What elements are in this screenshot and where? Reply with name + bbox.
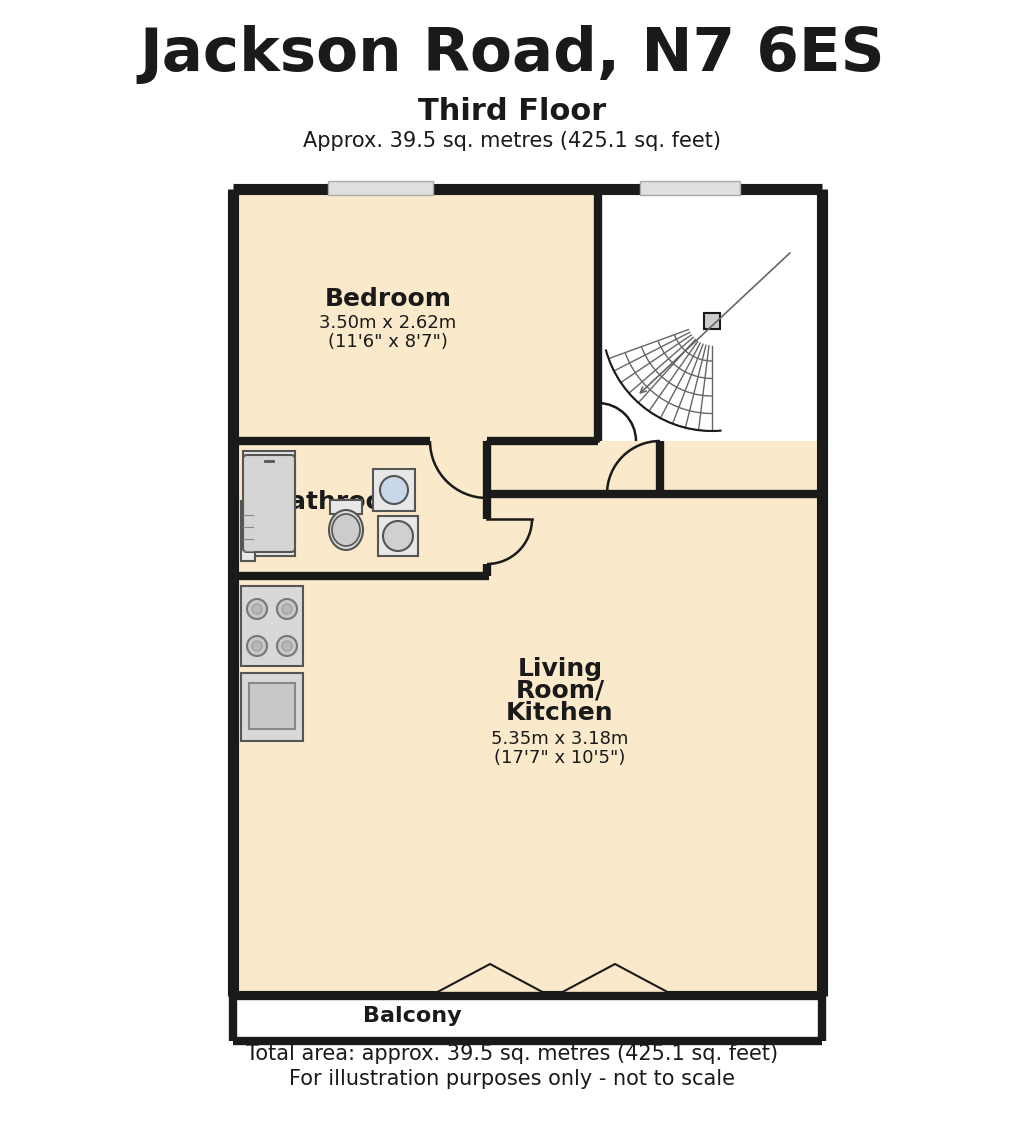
Polygon shape	[430, 964, 550, 996]
Text: 3.50m x 2.62m: 3.50m x 2.62m	[319, 314, 457, 332]
Text: Third Floor: Third Floor	[418, 97, 606, 126]
Bar	[233, 189, 598, 441]
Text: 5.35m x 3.18m: 5.35m x 3.18m	[492, 730, 629, 749]
Text: Approx. 39.5 sq. metres (425.1 sq. feet): Approx. 39.5 sq. metres (425.1 sq. feet)	[303, 131, 721, 151]
Polygon shape	[555, 964, 675, 996]
Text: Kitchen: Kitchen	[506, 701, 613, 725]
Bar	[598, 189, 822, 441]
Bar	[378, 516, 418, 555]
Text: Total area: approx. 39.5 sq. metres (425.1 sq. feet): Total area: approx. 39.5 sq. metres (425…	[246, 1044, 778, 1064]
Bar	[640, 181, 740, 195]
Text: Balcony: Balcony	[362, 1006, 462, 1026]
Bar	[705, 313, 720, 329]
Circle shape	[252, 604, 262, 614]
Bar	[330, 500, 362, 514]
Text: Room/: Room/	[515, 679, 604, 703]
Ellipse shape	[332, 514, 360, 546]
Bar	[233, 576, 822, 996]
Bar	[241, 673, 303, 741]
Text: (11'6" x 8'7"): (11'6" x 8'7")	[328, 333, 447, 351]
Circle shape	[247, 599, 267, 619]
Ellipse shape	[329, 510, 362, 550]
Circle shape	[278, 599, 297, 619]
Text: For illustration purposes only - not to scale: For illustration purposes only - not to …	[289, 1069, 735, 1089]
Text: (17'7" x 10'5"): (17'7" x 10'5")	[495, 749, 626, 767]
Circle shape	[282, 604, 292, 614]
Bar	[243, 450, 295, 555]
Text: Living: Living	[517, 657, 602, 681]
Bar	[241, 586, 303, 666]
Bar	[241, 501, 255, 561]
Circle shape	[252, 641, 262, 651]
Bar	[233, 996, 822, 1041]
Circle shape	[278, 636, 297, 656]
Bar	[373, 469, 415, 511]
Circle shape	[282, 641, 292, 651]
Text: Jackson Road, N7 6ES: Jackson Road, N7 6ES	[139, 25, 885, 84]
Bar	[249, 683, 295, 729]
FancyBboxPatch shape	[243, 455, 295, 552]
Text: Bathroom: Bathroom	[270, 490, 410, 514]
Bar	[328, 181, 433, 195]
Bar	[233, 441, 487, 576]
Bar	[487, 441, 822, 576]
Text: Bedroom: Bedroom	[325, 287, 452, 310]
Circle shape	[247, 636, 267, 656]
Circle shape	[380, 476, 408, 504]
Ellipse shape	[383, 520, 413, 551]
